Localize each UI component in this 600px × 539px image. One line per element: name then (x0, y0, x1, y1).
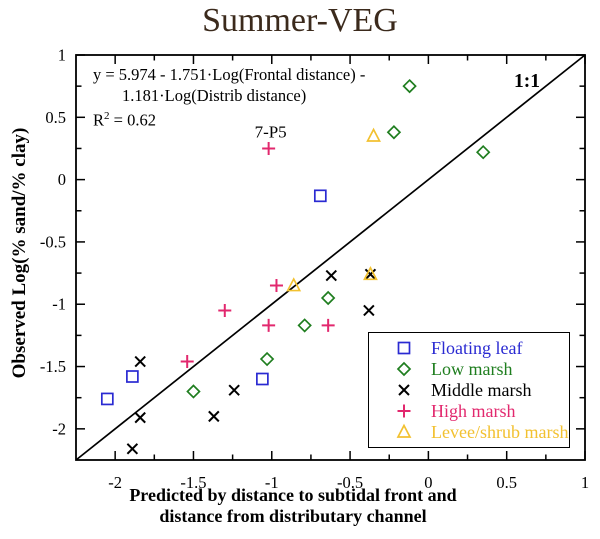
legend-item: Levee/shrub marsh (369, 422, 569, 442)
levee-shrub-marsh-point-marker (366, 127, 381, 142)
legend: Floating leaf Low marsh Middle marsh Hig… (368, 332, 570, 448)
low-marsh-point-marker (259, 351, 275, 367)
low-marsh-point-marker (320, 290, 336, 306)
high-marsh-point-marker (262, 318, 276, 332)
legend-plus-glyph (397, 404, 411, 418)
one-to-one-line (75, 54, 586, 461)
x-tick-label: 0.5 (496, 473, 517, 492)
one-to-one-label: 1:1 (514, 71, 540, 92)
legend-label: Levee/shrub marsh (431, 422, 569, 443)
y-tick-label: -1 (52, 295, 66, 314)
y-tick-label: -2 (52, 419, 66, 438)
legend-diamond-glyph (396, 361, 412, 376)
plot-border (75, 54, 586, 461)
x-axis-label-line-2: distance from distributary channel (159, 506, 427, 526)
chart-title: Summer-VEG (202, 2, 398, 39)
legend-marker-x-icon (398, 384, 410, 396)
legend-marker-plus-icon (397, 404, 411, 418)
levee-shrub-marsh-point-marker (286, 277, 302, 292)
legend-item: Middle marsh (369, 380, 569, 400)
legend-label: Floating leaf (431, 337, 523, 358)
legend-marker-diamond-icon (396, 361, 412, 376)
y-tick-label: 1 (58, 46, 66, 65)
levee-shrub-marsh-point-marker (363, 265, 378, 281)
x-tick-label: -1 (265, 473, 279, 492)
middle-marsh-point-marker (134, 355, 146, 368)
legend-marker-square-icon (397, 341, 411, 354)
legend-square-glyph (397, 341, 411, 354)
legend-item: Low marsh (369, 359, 569, 379)
legend-label: High marsh (431, 401, 516, 422)
x-tick-label: 1 (581, 473, 589, 492)
middle-marsh-point-marker (228, 384, 240, 396)
high-marsh-point-marker (180, 355, 194, 369)
floating-leaf-point-marker (126, 370, 139, 383)
floating-leaf-point-marker (256, 372, 269, 386)
x-tick-label: -2 (108, 473, 122, 492)
middle-marsh-point-marker (325, 269, 337, 282)
r-squared-number: = 0.62 (109, 110, 156, 130)
legend-x-glyph (398, 384, 410, 396)
legend-label: Middle marsh (431, 379, 532, 400)
high-marsh-point-marker (269, 279, 283, 293)
low-marsh-point-marker (386, 125, 402, 140)
floating-leaf-point-marker (313, 189, 327, 203)
regression-equation: y = 5.974 - 1.751·Log(Frontal distance) … (93, 64, 365, 106)
middle-marsh-point-marker (134, 411, 146, 424)
x-tick-label: 0 (424, 473, 432, 492)
high-marsh-point-marker (262, 141, 276, 155)
y-tick-label: -1.5 (40, 357, 66, 376)
y-tick-label: 0.5 (45, 108, 66, 127)
x-axis-label-line-1: Predicted by distance to subtidal front … (129, 485, 457, 505)
legend-triangle-glyph (396, 424, 412, 439)
middle-marsh-point-marker (363, 304, 375, 317)
middle-marsh-point-marker (208, 410, 220, 423)
x-tick-label: -1.5 (180, 473, 206, 492)
r-squared-base: R (93, 110, 105, 130)
y-tick-label: -0.5 (40, 232, 66, 251)
legend-marker-triangle-icon (396, 424, 412, 439)
low-marsh-point-marker (475, 144, 491, 160)
x-axis-label: Predicted by distance to subtidal front … (0, 485, 586, 527)
equation-line-1: y = 5.974 - 1.751·Log(Frontal distance) … (93, 65, 366, 84)
x-tick-label: -0.5 (337, 473, 363, 492)
middle-marsh-point-marker (126, 443, 139, 455)
high-marsh-point-marker (321, 318, 335, 332)
legend-item: High marsh (369, 401, 569, 421)
legend-label: Low marsh (431, 358, 513, 379)
y-axis-label: Observed Log(% sand/% clay) (9, 127, 30, 379)
low-marsh-point-marker (297, 318, 312, 333)
middle-marsh-point-marker (364, 268, 377, 281)
high-marsh-point-marker (218, 303, 232, 317)
low-marsh-point-marker (186, 384, 201, 399)
legend-item: Floating leaf (369, 338, 569, 358)
equation-line-2: 1.181·Log(Distrib distance) (122, 86, 307, 105)
point-annotation: 7-P5 (255, 122, 287, 141)
floating-leaf-point-marker (100, 392, 114, 406)
r-squared-exponent: 2 (104, 110, 110, 122)
r-squared-value: R2 = 0.62 (93, 110, 156, 131)
low-marsh-point-marker (402, 78, 417, 94)
y-tick-label: 0 (58, 170, 66, 189)
